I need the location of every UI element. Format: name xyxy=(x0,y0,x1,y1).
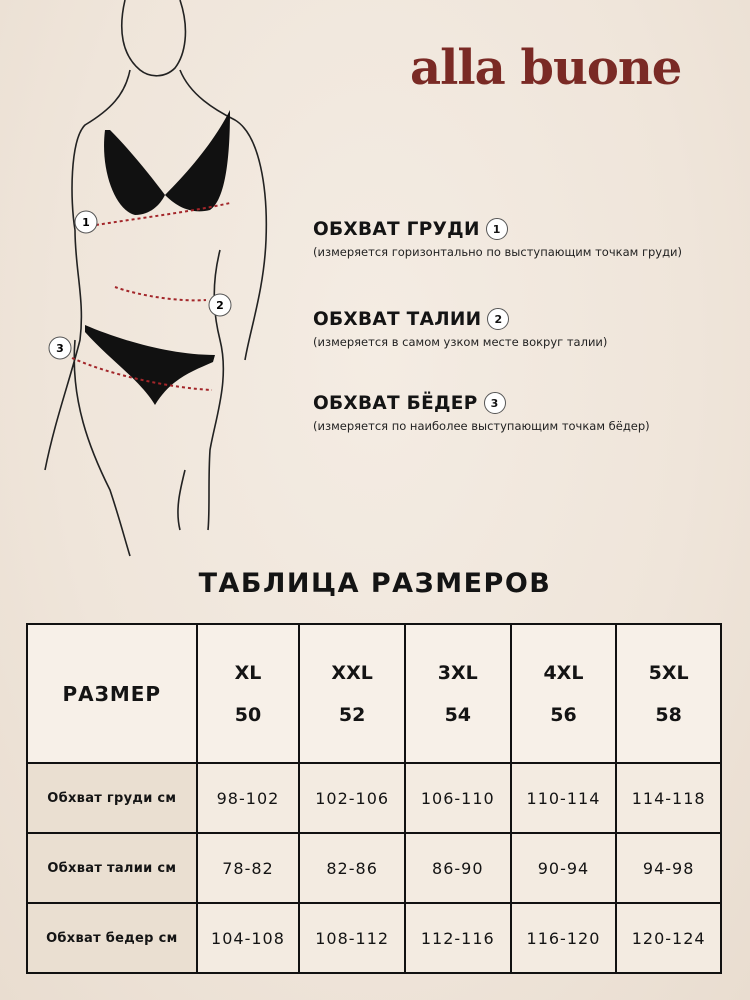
number-badge-icon: 1 xyxy=(485,218,508,240)
size-header: XL 50 xyxy=(195,623,301,764)
size-header: 5XL 58 xyxy=(615,623,722,764)
table-row: Обхват груди см 98-102 102-106 106-110 1… xyxy=(26,762,722,834)
marker-2: 2 xyxy=(216,299,224,312)
table-cell: 82-86 xyxy=(298,832,406,904)
row-label: Обхват груди см xyxy=(26,762,198,834)
table-title: ТАБЛИЦА РАЗМЕРОВ xyxy=(198,568,552,599)
size-header: XXL 52 xyxy=(298,623,406,764)
table-cell: 114-118 xyxy=(615,762,722,834)
measurement-description: (измеряется в самом узком месте вокруг т… xyxy=(313,335,608,349)
number-badge-icon: 2 xyxy=(487,308,510,330)
number-badge-icon: 3 xyxy=(483,392,506,414)
measurement-description: (измеряется по наиболее выступающим точк… xyxy=(313,419,650,433)
table-cell: 110-114 xyxy=(509,762,618,834)
measurement-title: ОБХВАТ ТАЛИИ xyxy=(313,308,482,330)
table-cell: 94-98 xyxy=(615,832,722,904)
header-corner: РАЗМЕР xyxy=(26,623,198,764)
marker-3: 3 xyxy=(56,342,64,355)
size-table: РАЗМЕР XL 50 XXL 52 3XL 54 4XL 56 5XL 58 Обхв… xyxy=(26,623,722,974)
marker-1: 1 xyxy=(82,216,90,229)
table-row: Обхват бедер см 104-108 108-112 112-116 … xyxy=(26,902,722,974)
table-row: Обхват талии см 78-82 82-86 86-90 90-94 … xyxy=(26,832,722,904)
measurement-description: (измеряется горизонтально по выступающим… xyxy=(313,245,683,259)
table-cell: 98-102 xyxy=(195,762,301,834)
body-figure-illustration: 1 2 3 xyxy=(44,0,268,557)
table-header-row: РАЗМЕР XL 50 XXL 52 3XL 54 4XL 56 5XL 58 xyxy=(26,623,722,764)
size-header: 4XL 56 xyxy=(509,623,618,764)
measurement-waist: ОБХВАТ ТАЛИИ 2 (измеряется в самом узком … xyxy=(313,308,607,349)
table-cell: 90-94 xyxy=(509,832,618,904)
brand-logo: alla buone xyxy=(410,40,682,96)
table-cell: 112-116 xyxy=(403,902,512,974)
table-cell: 102-106 xyxy=(298,762,406,834)
measurement-hips: ОБХВАТ БЁДЕР 3 (измеряется по наиболее вы… xyxy=(313,392,650,433)
table-cell: 106-110 xyxy=(403,762,512,834)
row-label: Обхват талии см xyxy=(26,832,198,904)
measurement-title: ОБХВАТ БЁДЕР xyxy=(313,392,478,414)
table-cell: 120-124 xyxy=(615,902,722,974)
table-cell: 78-82 xyxy=(195,832,301,904)
measurement-title: ОБХВАТ ГРУДИ xyxy=(313,218,480,240)
table-cell: 116-120 xyxy=(509,902,618,974)
table-cell: 104-108 xyxy=(195,902,301,974)
size-header: 3XL 54 xyxy=(403,623,512,764)
table-cell: 86-90 xyxy=(403,832,512,904)
measurement-chest: ОБХВАТ ГРУДИ 1 (измеряется горизонтально … xyxy=(313,218,682,259)
row-label: Обхват бедер см xyxy=(26,902,198,974)
table-cell: 108-112 xyxy=(298,902,406,974)
